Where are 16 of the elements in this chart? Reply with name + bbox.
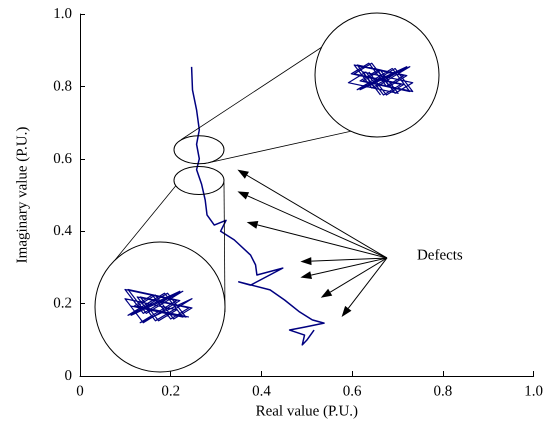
x-axis-title: Real value (P.U.) bbox=[256, 403, 358, 420]
x-tick-label: 0.6 bbox=[342, 384, 362, 400]
y-tick-label: 0 bbox=[64, 368, 72, 384]
x-tick-label: 0.2 bbox=[161, 384, 180, 400]
y-tick-label: 1.0 bbox=[53, 6, 72, 22]
y-axis-title: Imaginary value (P.U.) bbox=[14, 126, 30, 264]
x-tick-label: 0.8 bbox=[434, 384, 452, 400]
x-tick-label: 1.0 bbox=[524, 384, 543, 400]
x-tick-label: 0 bbox=[76, 384, 84, 400]
y-tick-label: 0.2 bbox=[53, 296, 72, 312]
y-tick-label: 0.4 bbox=[53, 223, 72, 240]
y-tick-label: 0.6 bbox=[53, 150, 72, 167]
line-series bbox=[190, 66, 325, 346]
x-tick-label: 0.4 bbox=[252, 384, 272, 400]
annotation: Defects bbox=[416, 247, 463, 264]
y-tick-label: 0.8 bbox=[53, 78, 72, 94]
